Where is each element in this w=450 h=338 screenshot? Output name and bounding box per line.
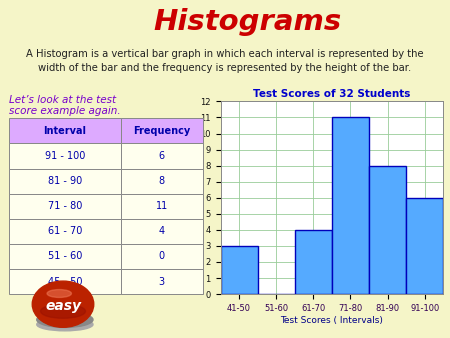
Text: 11: 11 (156, 201, 168, 211)
Text: Histograms: Histograms (153, 8, 342, 37)
FancyBboxPatch shape (121, 244, 202, 269)
Text: Let’s look at the test
score example again.: Let’s look at the test score example aga… (9, 95, 121, 116)
FancyBboxPatch shape (121, 269, 202, 294)
FancyBboxPatch shape (9, 244, 121, 269)
FancyBboxPatch shape (121, 194, 202, 219)
FancyBboxPatch shape (121, 219, 202, 244)
Bar (220, 246, 257, 294)
Text: Interval: Interval (44, 126, 86, 136)
Text: 8: 8 (159, 176, 165, 186)
Bar (369, 166, 406, 294)
Text: 3: 3 (159, 276, 165, 287)
Ellipse shape (37, 318, 93, 331)
Ellipse shape (40, 304, 86, 318)
Text: width of the bar and the frequency is represented by the height of the bar.: width of the bar and the frequency is re… (38, 63, 412, 73)
Text: 45 - 50: 45 - 50 (48, 276, 82, 287)
FancyBboxPatch shape (9, 118, 121, 143)
Text: easy: easy (45, 298, 81, 313)
Text: 0: 0 (159, 251, 165, 261)
X-axis label: Test Scores ( Intervals): Test Scores ( Intervals) (280, 316, 383, 324)
Text: 4: 4 (159, 226, 165, 236)
Circle shape (32, 281, 94, 327)
FancyBboxPatch shape (121, 143, 202, 169)
FancyBboxPatch shape (9, 143, 121, 169)
Text: 61 - 70: 61 - 70 (48, 226, 82, 236)
Text: A Histogram is a vertical bar graph in which each interval is represented by the: A Histogram is a vertical bar graph in w… (26, 49, 424, 59)
Bar (295, 230, 332, 294)
FancyBboxPatch shape (121, 118, 202, 143)
Ellipse shape (47, 290, 72, 297)
Text: Frequency: Frequency (133, 126, 190, 136)
Text: 6: 6 (159, 151, 165, 161)
Text: 51 - 60: 51 - 60 (48, 251, 82, 261)
FancyBboxPatch shape (9, 194, 121, 219)
FancyBboxPatch shape (9, 269, 121, 294)
Bar (332, 118, 369, 294)
Title: Test Scores of 32 Students: Test Scores of 32 Students (253, 89, 410, 99)
FancyBboxPatch shape (9, 219, 121, 244)
FancyBboxPatch shape (121, 169, 202, 194)
Bar (406, 198, 443, 294)
Text: 81 - 90: 81 - 90 (48, 176, 82, 186)
FancyBboxPatch shape (9, 169, 121, 194)
Text: 91 - 100: 91 - 100 (45, 151, 86, 161)
Ellipse shape (37, 312, 93, 328)
Text: 71 - 80: 71 - 80 (48, 201, 82, 211)
Y-axis label: Frequency: Frequency (189, 174, 198, 221)
